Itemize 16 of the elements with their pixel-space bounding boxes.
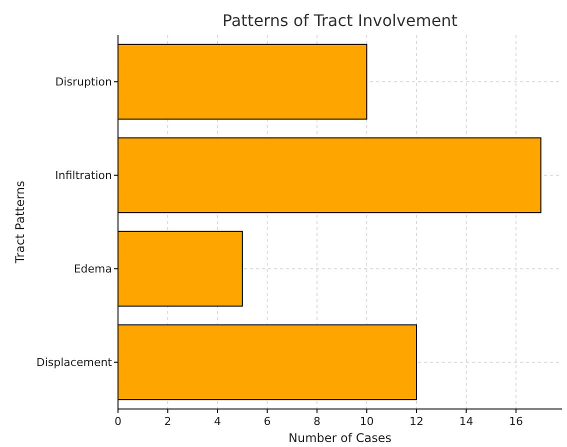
x-tick-label: 4 (214, 415, 221, 428)
x-axis-title: Number of Cases (288, 431, 392, 445)
x-tick-label: 16 (508, 415, 523, 428)
y-tick-label: Edema (74, 262, 112, 276)
x-tick-label: 10 (360, 415, 374, 428)
x-tick-label: 8 (313, 415, 320, 428)
x-tick-label: 0 (114, 415, 122, 428)
y-axis-title: Tract Patterns (13, 180, 27, 264)
x-tick-label: 14 (459, 415, 474, 428)
y-tick-label: Displacement (36, 356, 113, 370)
chart-title: Patterns of Tract Involvement (222, 11, 458, 30)
y-tick-label: Infiltration (55, 169, 112, 182)
x-tick-label: 2 (164, 415, 172, 428)
x-tick-label: 12 (409, 415, 424, 428)
x-tick-label: 6 (264, 415, 271, 428)
y-tick-label: Disruption (55, 76, 112, 89)
